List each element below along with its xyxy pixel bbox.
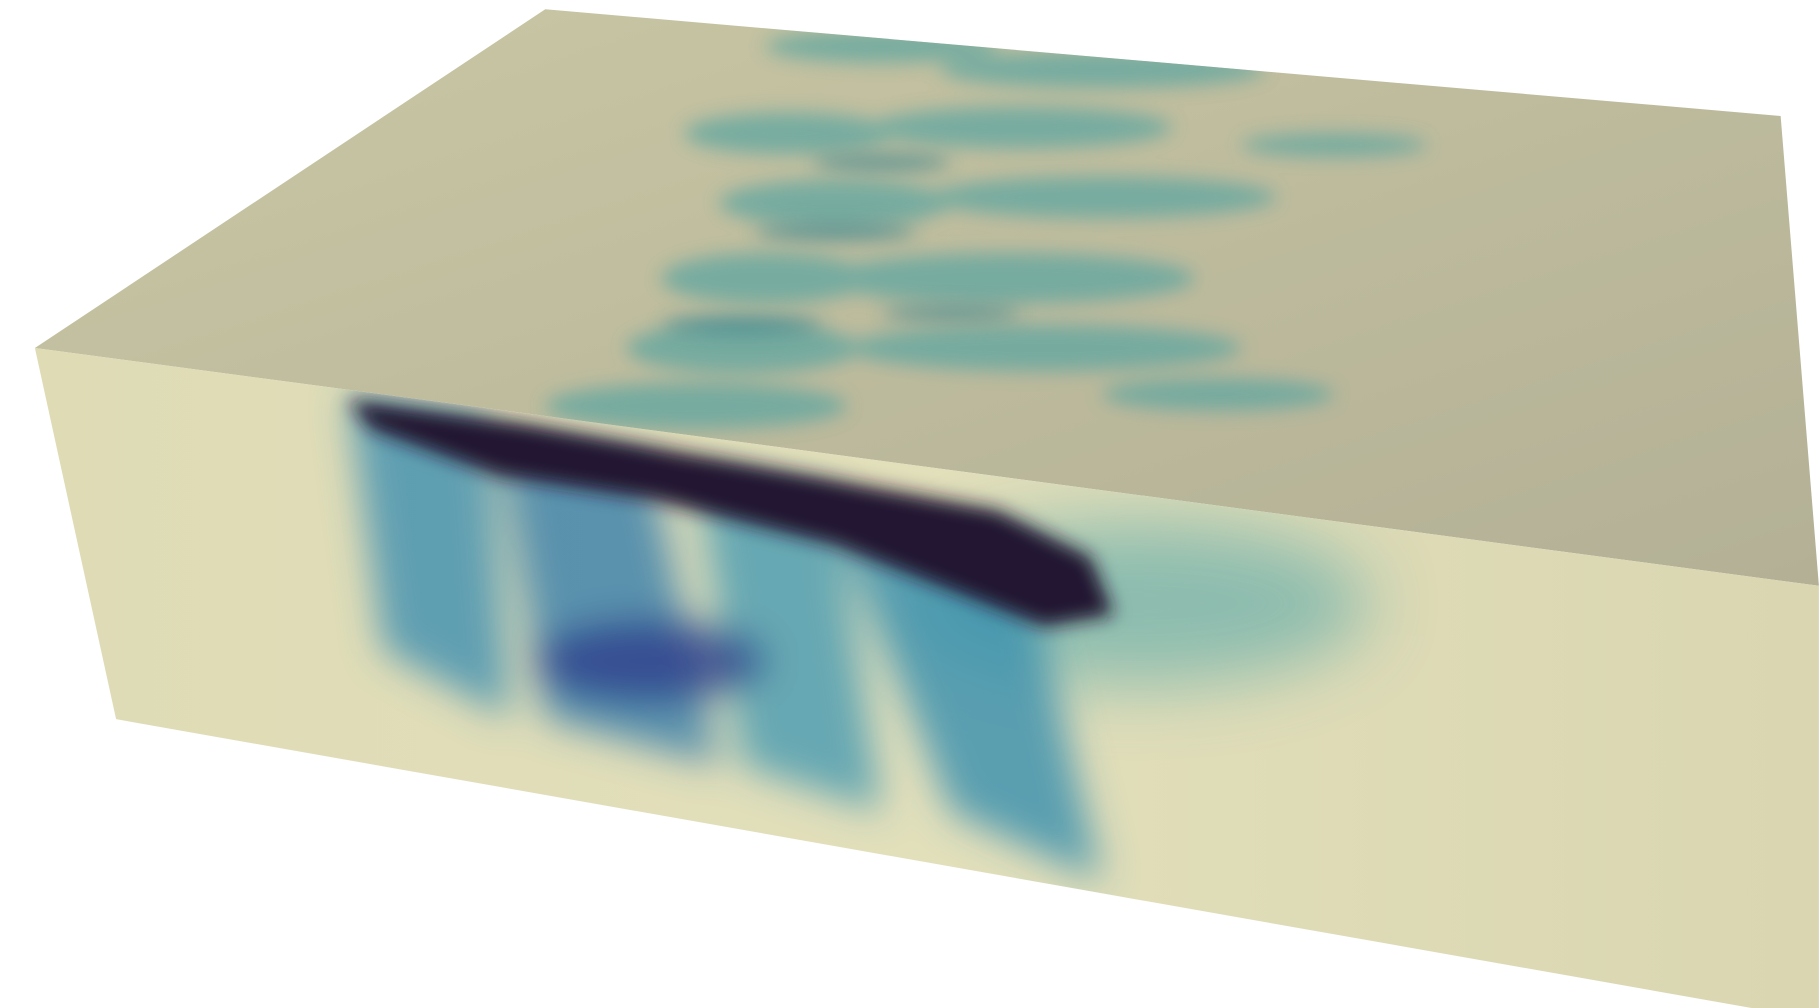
volume-rendering xyxy=(0,0,1819,1008)
